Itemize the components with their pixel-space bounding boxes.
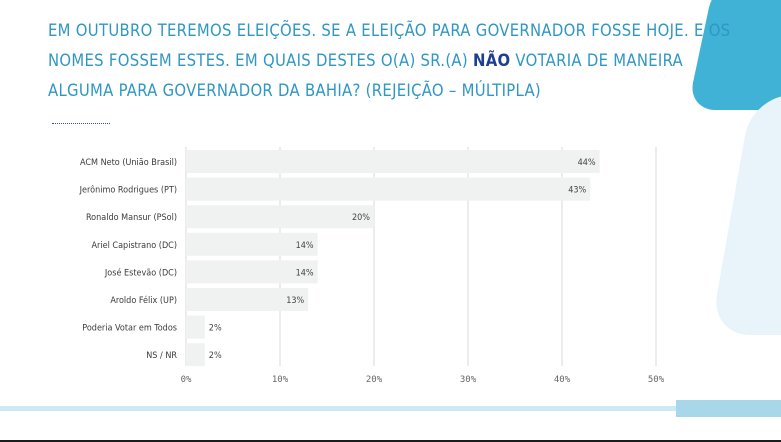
x-tick-label: 50% <box>648 375 665 385</box>
bar <box>186 288 309 311</box>
chart-bars <box>186 150 600 367</box>
category-label: ACM Neto (União Brasil) <box>80 158 177 168</box>
bar <box>186 232 318 256</box>
x-tick-label: 0% <box>181 375 192 385</box>
title-text-part2: VOTARIA DE MANEIRA ALGUMA PARA GOVERNADO… <box>48 51 683 100</box>
x-tick-label: 20% <box>366 375 383 385</box>
category-label: Aroldo Félix (UP) <box>110 295 177 306</box>
bar <box>186 150 600 173</box>
value-label: 44% <box>578 158 596 168</box>
x-tick-label: 10% <box>272 375 289 385</box>
rejection-bar-chart: ACM Neto (União Brasil) Jerônimo Rodrigue… <box>79 147 665 385</box>
value-label: 2% <box>209 351 222 361</box>
category-label: NS / NR <box>146 351 177 361</box>
category-label: José Estevão (DC) <box>104 267 177 278</box>
value-label: 2% <box>209 324 222 334</box>
value-label: 20% <box>352 213 370 223</box>
chart-x-tick-labels: 0% 10% 20% 30% 40% 50% <box>181 375 665 385</box>
value-label: 14% <box>296 241 314 251</box>
bar <box>186 343 205 367</box>
footer-rule <box>0 440 781 442</box>
category-label: Ronaldo Mansur (PSol) <box>86 213 177 223</box>
chart-category-labels: ACM Neto (União Brasil) Jerônimo Rodrigue… <box>79 158 178 361</box>
x-tick-label: 40% <box>554 375 571 385</box>
category-label: Poderia Votar em Todos <box>82 324 177 334</box>
bar <box>186 315 205 339</box>
value-label: 14% <box>296 268 314 278</box>
category-label: Jerônimo Rodrigues (PT) <box>79 185 177 196</box>
chart-value-labels: 44% 43% 20% 14% 14% 13% 2% 2% <box>209 158 596 361</box>
x-tick-label: 30% <box>460 375 477 385</box>
footer-band <box>0 406 781 411</box>
bar <box>186 177 591 201</box>
bar <box>186 205 374 229</box>
title-text-part1: EM OUTUBRO TEREMOS ELEIÇÕES. SE A ELEIÇÃ… <box>48 21 731 70</box>
chart-title: EM OUTUBRO TEREMOS ELEIÇÕES. SE A ELEIÇÃ… <box>48 16 748 106</box>
bar <box>186 260 318 284</box>
footer-accent-block <box>676 400 781 417</box>
category-label: Ariel Capistrano (DC) <box>92 241 177 251</box>
title-emphasis: NÃO <box>472 51 511 70</box>
value-label: 13% <box>286 296 304 306</box>
value-label: 43% <box>568 186 586 196</box>
title-underline <box>52 123 110 124</box>
